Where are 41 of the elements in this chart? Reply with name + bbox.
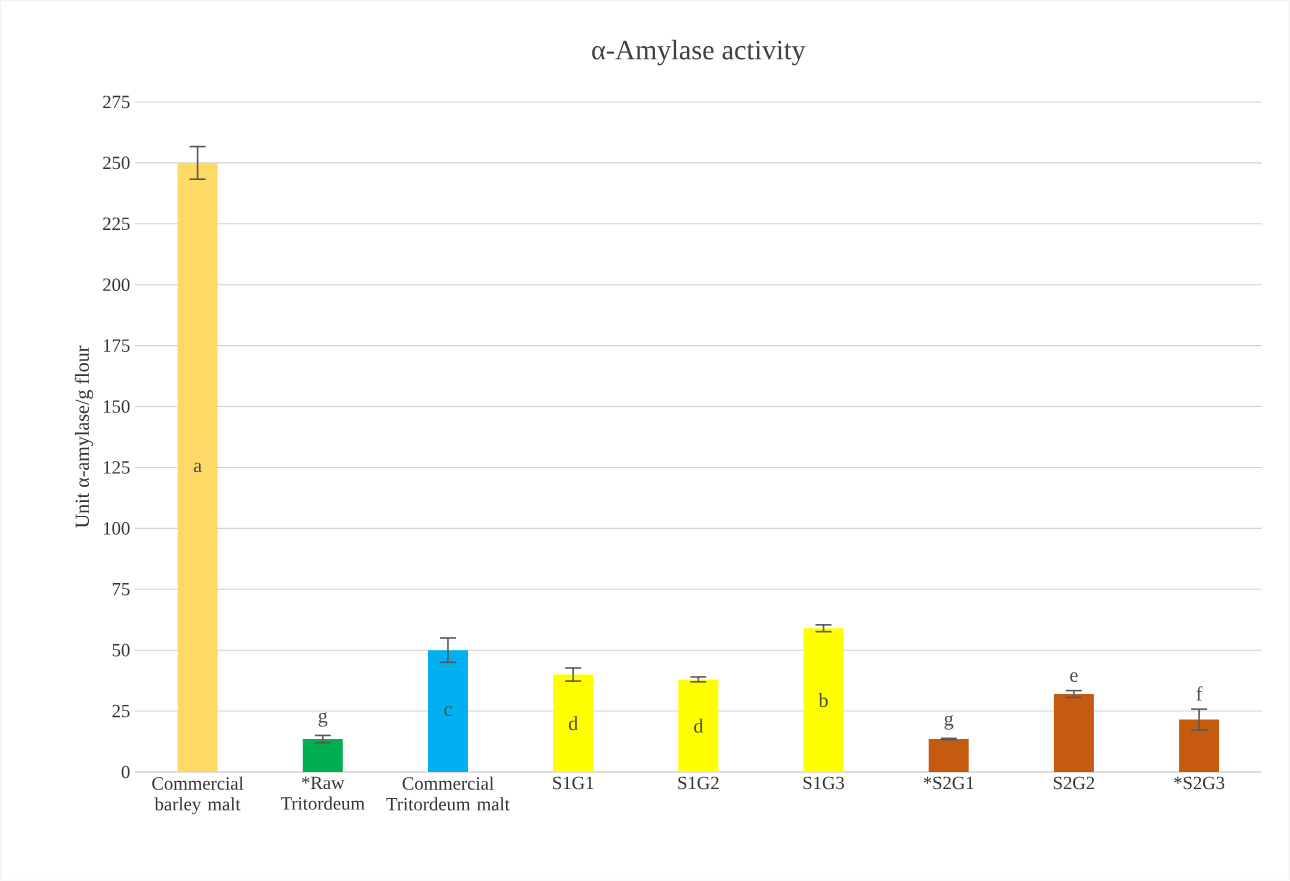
annotation: g (944, 715, 954, 730)
y-tick-label: 275 (103, 95, 130, 109)
annotation: e (1070, 672, 1078, 682)
y-tick-label: 225 (103, 217, 130, 231)
annotation: d (694, 718, 704, 733)
x-tick-label: *S2G1 (923, 776, 974, 790)
x-tick-label: S1G1 (553, 776, 594, 790)
y-tick-label: 75 (112, 583, 130, 596)
y-tick-label: 150 (103, 400, 130, 413)
y-tick-label: 125 (103, 461, 130, 474)
bar (803, 628, 844, 772)
x-tick-label: *Raw Tritordeum (280, 776, 365, 810)
bar (177, 162, 218, 772)
bar (427, 650, 468, 772)
bar (1053, 694, 1094, 772)
y-tick-label: 100 (103, 522, 130, 535)
y-tick-label: 175 (103, 339, 130, 352)
bar (1179, 719, 1220, 772)
y-tick-label: 25 (112, 704, 130, 718)
annotation: g (318, 712, 328, 727)
bar (928, 739, 969, 772)
annotation: a (193, 462, 202, 473)
x-tick-label: Commercial barley malt (152, 776, 244, 815)
bar (302, 739, 343, 772)
y-tick-label: 0 (121, 765, 130, 779)
bar (678, 679, 719, 772)
annotation: b (818, 693, 828, 708)
chart-title: α-Amylase activity (592, 39, 806, 66)
x-tick-label: S1G2 (678, 776, 719, 790)
y-tick-label: 50 (112, 643, 130, 657)
annotation: c (444, 706, 452, 716)
y-tick-label: 250 (103, 156, 130, 170)
x-tick-label: S1G3 (803, 776, 845, 790)
annotation: d (568, 716, 578, 731)
x-tick-label: *S2G3 (1174, 776, 1225, 790)
bar (553, 674, 594, 772)
y-tick-label: 200 (103, 278, 130, 292)
x-tick-label: S2G2 (1053, 776, 1095, 790)
x-tick-label: Commercial Tritordeum malt (386, 776, 510, 811)
annotation: f (1196, 686, 1203, 701)
y-axis-title: Unit α-amylase/g flour (74, 345, 94, 528)
